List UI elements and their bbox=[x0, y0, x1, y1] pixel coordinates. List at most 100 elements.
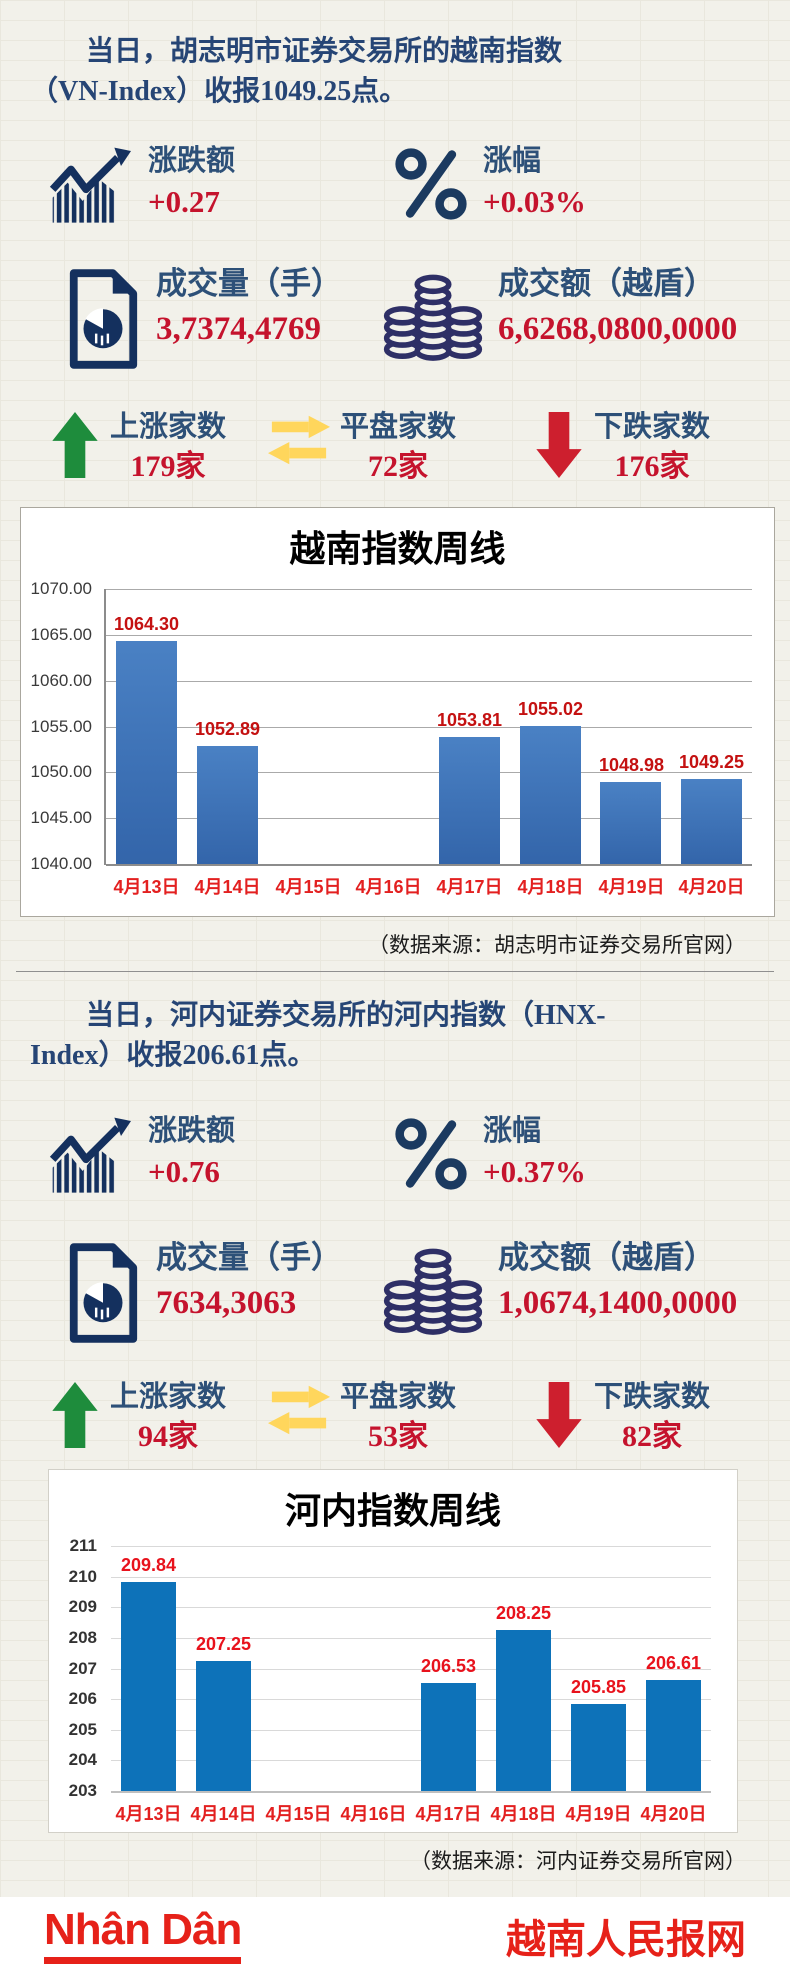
gridline bbox=[111, 1791, 711, 1793]
hcm-advancers-label: 上涨家数 bbox=[110, 411, 227, 443]
hanoi-volume-stat: 成交量（手） 7634,3063 bbox=[64, 1240, 382, 1350]
hcm-headline-line1: 当日，胡志明市证券交易所的越南指数 bbox=[86, 36, 563, 67]
x-axis-label: 4月14日 bbox=[190, 1804, 257, 1824]
y-axis-tick: 208 bbox=[68, 1628, 97, 1647]
trend-chart-icon bbox=[48, 146, 134, 231]
hanoi-percent-stat: 涨幅 +0.37% bbox=[393, 1115, 586, 1197]
hcm-volume-row: 成交量（手） 3,7374,4769 bbox=[64, 266, 790, 376]
hcm-decliners: 下跌家数 176家 bbox=[534, 411, 710, 483]
nhan-dan-logo: Nhân Dân bbox=[44, 1908, 242, 1964]
hcm-change-label: 涨跌额 bbox=[148, 145, 236, 177]
hanoi-change-row: 涨跌额 +0.76 涨幅 +0.37% bbox=[48, 1115, 790, 1201]
hcm-advancers: 上涨家数 179家 bbox=[50, 411, 227, 483]
hanoi-percent-value: +0.37% bbox=[483, 1153, 586, 1189]
hcm-advancers-value: 179家 bbox=[130, 449, 206, 483]
bar-4月20日 bbox=[681, 779, 742, 864]
gridline bbox=[111, 1607, 711, 1608]
y-axis-tick: 205 bbox=[68, 1720, 97, 1739]
trend-chart-icon bbox=[48, 1116, 134, 1201]
bar-4月18日 bbox=[520, 726, 581, 864]
hanoi-source-note: （数据来源：河内证券交易所官网） bbox=[410, 1850, 746, 1873]
bar-value-label: 205.85 bbox=[570, 1677, 627, 1697]
hanoi-turnover-stat: 成交额（越盾） 1,0674,1400,0000 bbox=[382, 1240, 738, 1340]
hcm-turnover-stat: 成交额（越盾） 6,6268,0800,0000 bbox=[382, 266, 738, 366]
gridline bbox=[111, 1760, 711, 1761]
hanoi-advancers: 上涨家数 94家 bbox=[50, 1381, 226, 1453]
gridline bbox=[111, 1546, 711, 1547]
gridline bbox=[106, 772, 752, 773]
hanoi-breadth-row: 上涨家数 94家 平盘家数 53家 下跌家数 82家 bbox=[50, 1381, 790, 1453]
gridline bbox=[106, 589, 752, 590]
bar-4月17日 bbox=[421, 1683, 476, 1791]
y-axis-tick: 207 bbox=[68, 1659, 97, 1678]
hcm-percent-label: 涨幅 bbox=[483, 145, 542, 177]
y-axis-tick: 1070.00 bbox=[30, 579, 92, 598]
plot-area: 1070.00 1065.00 1060.00 1055.00 1050.00 1045.… bbox=[31, 579, 752, 897]
bar-value-label: 207.25 bbox=[195, 1634, 252, 1654]
hanoi-unchanged: 平盘家数 53家 bbox=[268, 1381, 456, 1453]
hanoi-change-value: +0.76 bbox=[148, 1153, 220, 1189]
x-axis-label: 4月16日 bbox=[355, 877, 422, 897]
bar-4月14日 bbox=[197, 746, 258, 864]
document-pie-icon bbox=[64, 267, 142, 376]
hcm-volume-label: 成交量（手） bbox=[156, 266, 342, 301]
hcm-unchanged-value: 72家 bbox=[368, 449, 429, 483]
y-axis-tick: 211 bbox=[69, 1536, 97, 1555]
x-axis-label: 4月20日 bbox=[678, 877, 745, 897]
hcm-turnover-value: 6,6268,0800,0000 bbox=[498, 311, 738, 348]
bar-value-label: 1055.02 bbox=[517, 699, 584, 719]
hanoi-turnover-value: 1,0674,1400,0000 bbox=[498, 1285, 738, 1322]
hanoi-advancers-value: 94家 bbox=[138, 1419, 198, 1453]
hanoi-headline-line2: Index）收报206.61点。 bbox=[30, 1040, 316, 1071]
hcm-breadth-row: 上涨家数 179家 平盘家数 72家 下跌家数 176家 bbox=[50, 411, 790, 483]
x-axis-label: 4月18日 bbox=[517, 877, 584, 897]
y-axis-tick: 210 bbox=[68, 1567, 97, 1586]
hcm-turnover-label: 成交额（越盾） bbox=[498, 266, 715, 301]
y-axis-tick: 1055.00 bbox=[30, 717, 92, 736]
y-axis-line bbox=[104, 589, 106, 865]
bar-4月20日 bbox=[646, 1680, 701, 1791]
transfer-arrows-icon bbox=[268, 1382, 331, 1443]
gridline bbox=[106, 635, 752, 636]
hcm-volume-value: 3,7374,4769 bbox=[156, 311, 321, 348]
gridline bbox=[111, 1638, 711, 1639]
down-arrow-icon bbox=[534, 1382, 584, 1453]
x-axis-label: 4月19日 bbox=[565, 1804, 632, 1824]
bar-4月14日 bbox=[196, 1661, 251, 1791]
hcm-headline: 当日，胡志明市证券交易所的越南指数 （VN-Index）收报1049.25点。 bbox=[30, 0, 752, 112]
y-axis-tick: 209 bbox=[68, 1597, 97, 1616]
hanoi-headline-line1: 当日，河内证券交易所的河内指数（HNX- bbox=[86, 1000, 606, 1031]
hanoi-unchanged-value: 53家 bbox=[368, 1419, 429, 1453]
percent-icon bbox=[393, 1116, 469, 1197]
y-axis-tick: 1045.00 bbox=[30, 808, 92, 827]
hcm-volume-stat: 成交量（手） 3,7374,4769 bbox=[64, 266, 382, 376]
hcm-unchanged: 平盘家数 72家 bbox=[268, 411, 457, 483]
up-arrow-icon bbox=[50, 412, 100, 483]
section-divider bbox=[16, 971, 774, 972]
y-axis-tick: 204 bbox=[68, 1750, 97, 1769]
x-axis-label: 4月18日 bbox=[490, 1804, 557, 1824]
gridline bbox=[106, 818, 752, 819]
coin-stacks-icon bbox=[382, 1241, 484, 1340]
hanoi-decliners-value: 82家 bbox=[622, 1419, 683, 1453]
hcm-unchanged-label: 平盘家数 bbox=[340, 411, 457, 443]
bar-value-label: 1049.25 bbox=[678, 752, 745, 772]
hanoi-percent-label: 涨幅 bbox=[483, 1115, 542, 1147]
x-axis-label: 4月19日 bbox=[598, 877, 665, 897]
percent-icon bbox=[393, 146, 469, 227]
y-axis-tick: 1065.00 bbox=[30, 625, 92, 644]
gridline bbox=[111, 1699, 711, 1700]
bar-4月13日 bbox=[116, 641, 177, 864]
up-arrow-icon bbox=[50, 1382, 100, 1453]
vn-index-weekly-chart: 越南指数周线 1070.00 1065.00 1060.00 1055.00 1050.… bbox=[20, 507, 775, 917]
bar-value-label: 208.25 bbox=[495, 1603, 552, 1623]
document-pie-icon bbox=[64, 1241, 142, 1350]
hanoi-decliners: 下跌家数 82家 bbox=[534, 1381, 710, 1453]
hcm-decliners-value: 176家 bbox=[614, 449, 690, 483]
hanoi-volume-label: 成交量（手） bbox=[156, 1240, 342, 1275]
bar-value-label: 206.53 bbox=[420, 1656, 477, 1676]
x-axis-label: 4月14日 bbox=[194, 877, 261, 897]
x-axis-label: 4月17日 bbox=[436, 877, 503, 897]
y-axis-tick: 203 bbox=[68, 1781, 97, 1800]
